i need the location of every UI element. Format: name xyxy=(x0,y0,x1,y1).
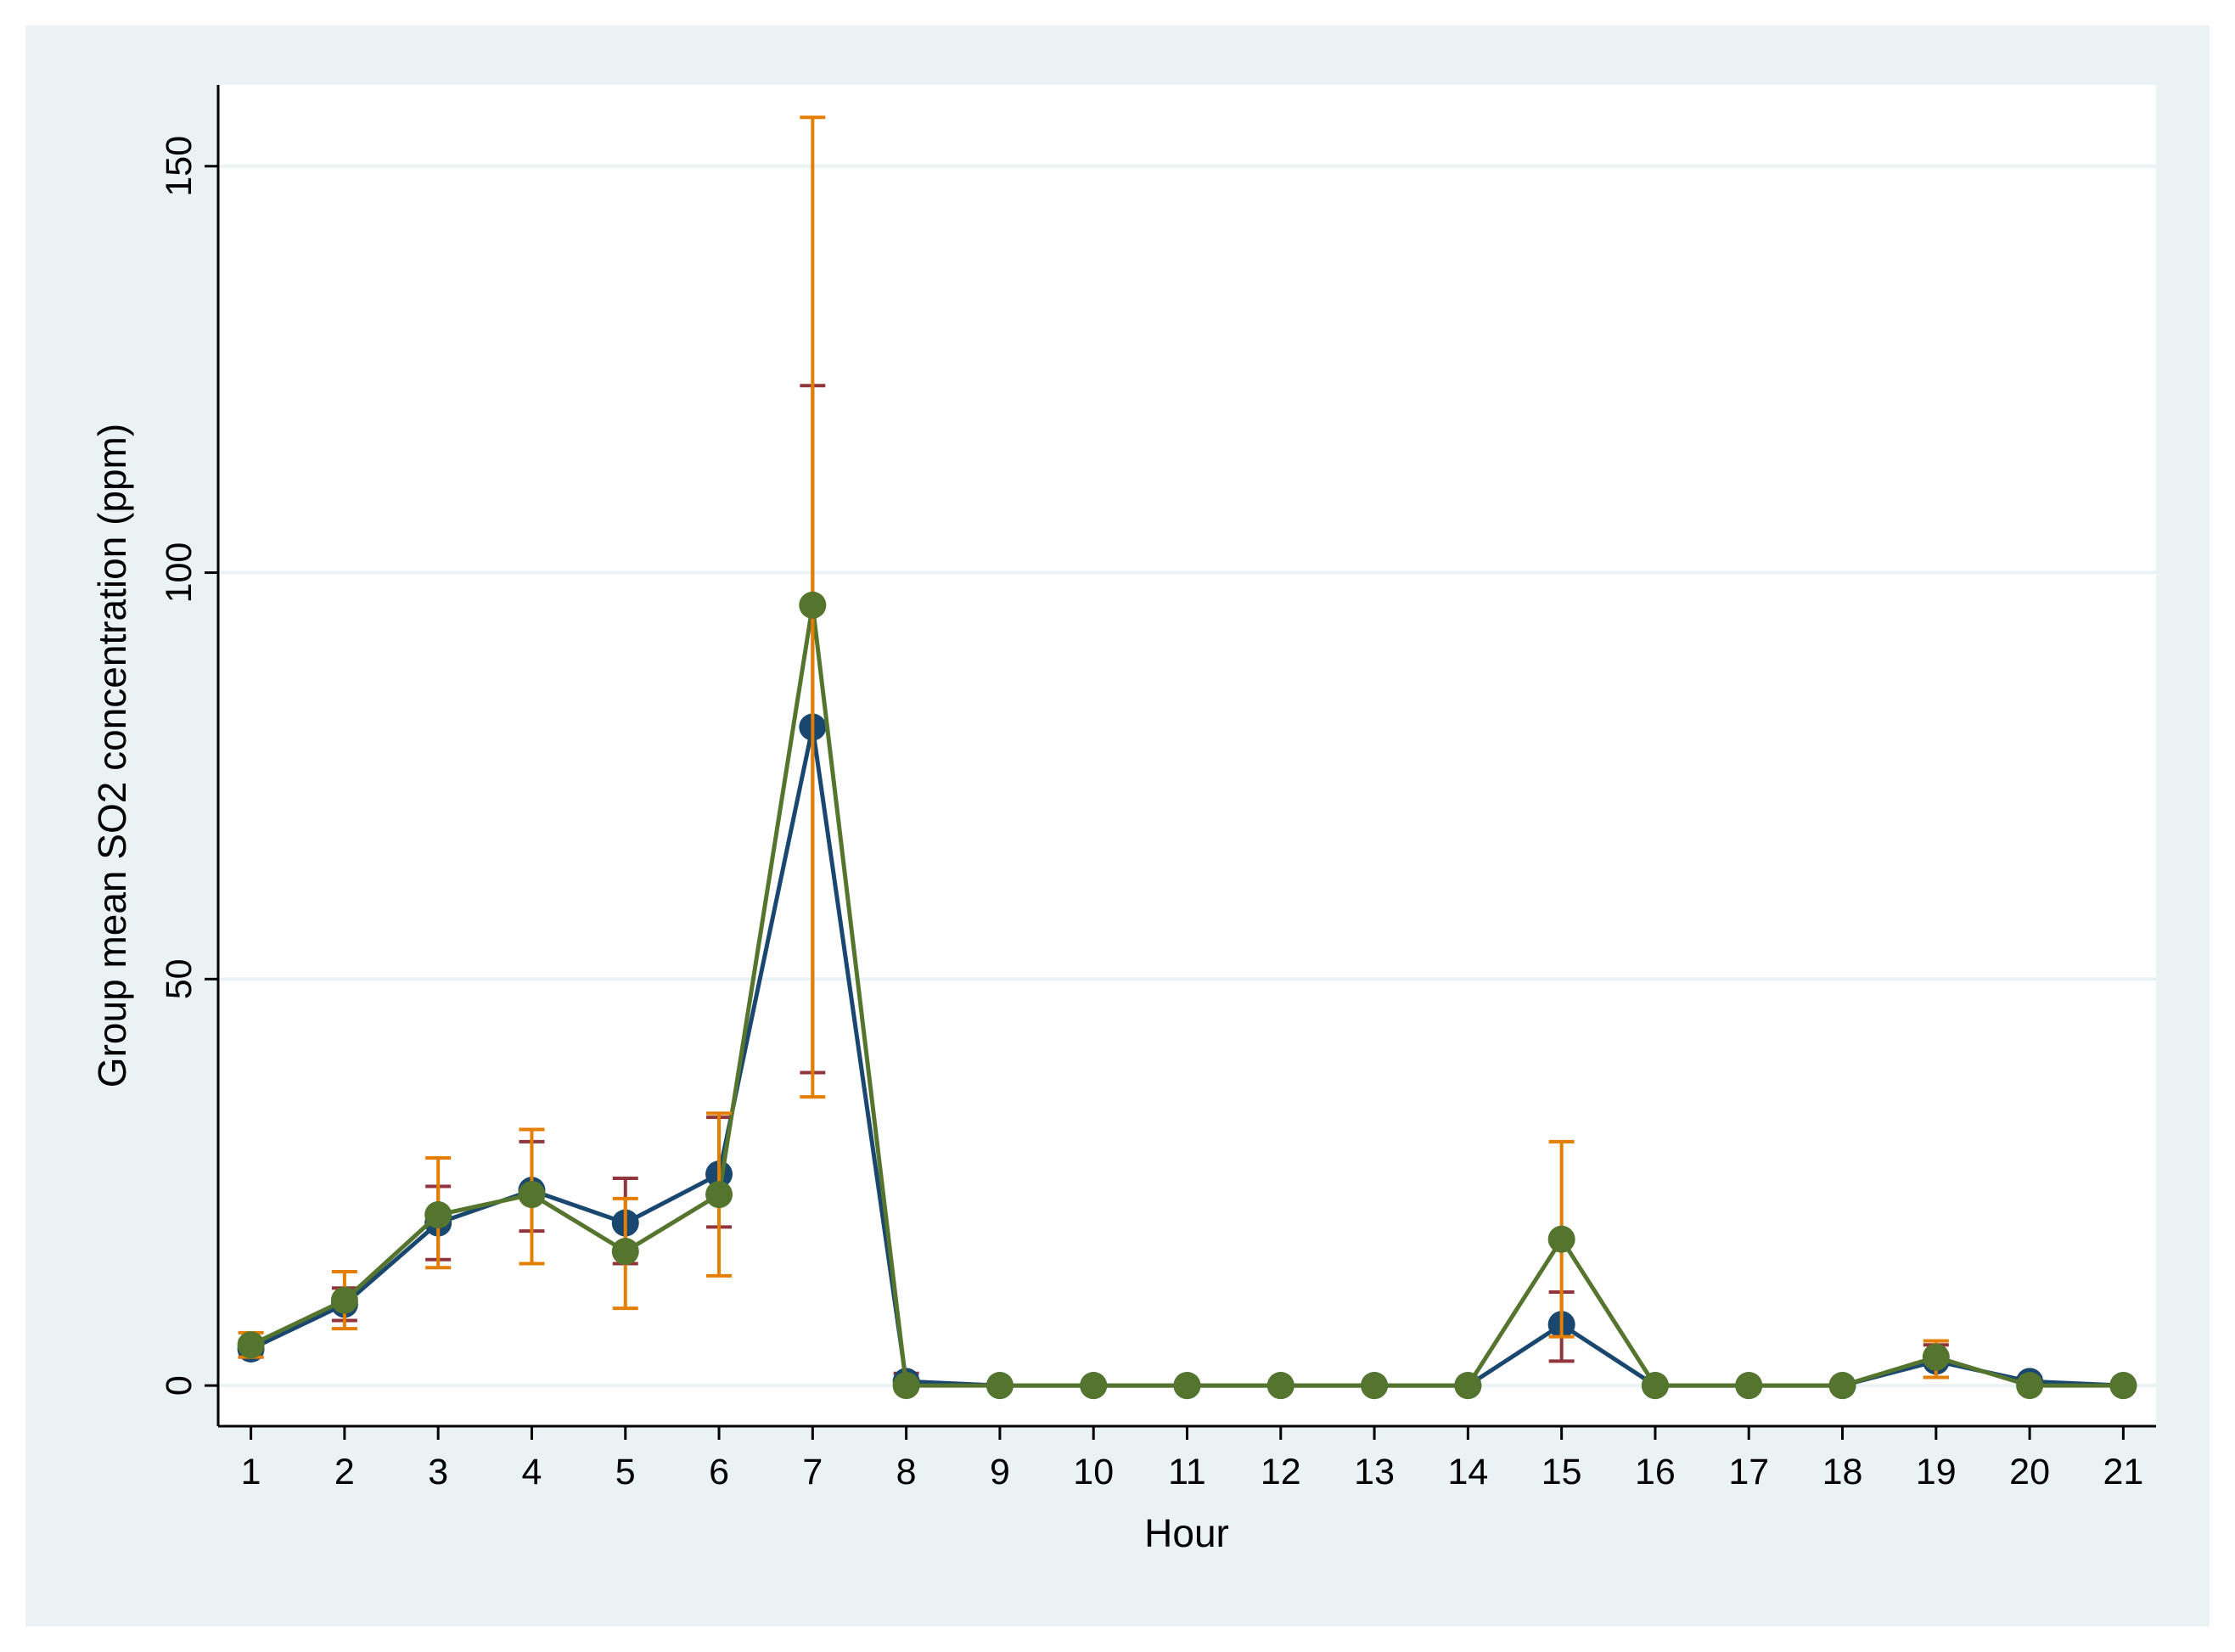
series-1-point-18 xyxy=(1828,1372,1856,1400)
x-tick-label-5: 6 xyxy=(709,1452,729,1492)
y-axis-title: Group mean SO2 concentration (ppm) xyxy=(90,424,134,1087)
series-1-point-4 xyxy=(518,1181,546,1209)
series-1-point-13 xyxy=(1361,1372,1389,1400)
x-tick-label-18: 19 xyxy=(1916,1452,1957,1492)
series-1-point-20 xyxy=(2016,1372,2044,1400)
series-1-point-19 xyxy=(1922,1343,1950,1371)
x-tick-label-9: 10 xyxy=(1073,1452,1114,1492)
x-tick-label-0: 1 xyxy=(241,1452,261,1492)
x-tick-label-12: 13 xyxy=(1354,1452,1395,1492)
series-layer xyxy=(237,115,2137,1400)
x-tick-label-7: 8 xyxy=(896,1452,917,1492)
series-1-point-3 xyxy=(424,1201,452,1229)
x-ticks: 1 2 3 4 5 6 7 8 9 10 11 12 13 14 15 16 17 18 19 20 21 xyxy=(241,1426,2143,1492)
series-1-point-9 xyxy=(986,1372,1014,1400)
series-1-point-17 xyxy=(1735,1372,1763,1400)
series-1-point-8 xyxy=(892,1372,920,1400)
series-1-point-5 xyxy=(611,1238,639,1266)
y-tick-label-1: 50 xyxy=(159,958,199,999)
x-axis-title: Hour xyxy=(1144,1511,1229,1555)
x-tick-label-10: 11 xyxy=(1168,1452,1206,1492)
x-tick-label-6: 7 xyxy=(802,1452,823,1492)
series-1-point-14 xyxy=(1454,1372,1482,1400)
y-tick-label-0: 0 xyxy=(159,1375,199,1396)
x-tick-label-15: 16 xyxy=(1635,1452,1676,1492)
x-tick-label-14: 15 xyxy=(1541,1452,1582,1492)
x-tick-label-1: 2 xyxy=(334,1452,355,1492)
x-tick-label-8: 9 xyxy=(990,1452,1010,1492)
x-tick-label-17: 18 xyxy=(1822,1452,1863,1492)
series-1-point-10 xyxy=(1080,1372,1108,1400)
x-tick-label-3: 4 xyxy=(522,1452,542,1492)
series-1-point-1 xyxy=(237,1331,265,1359)
plot-area xyxy=(218,85,2156,1426)
series-1-point-11 xyxy=(1173,1372,1201,1400)
x-tick-label-19: 20 xyxy=(2009,1452,2050,1492)
series-1-point-2 xyxy=(330,1286,358,1314)
x-tick-label-16: 17 xyxy=(1728,1452,1769,1492)
x-tick-label-20: 21 xyxy=(2103,1452,2143,1492)
series-1-point-21 xyxy=(2109,1372,2137,1400)
series-1-point-6 xyxy=(705,1181,733,1209)
series-1-point-7 xyxy=(799,591,827,619)
x-tick-label-2: 3 xyxy=(428,1452,448,1492)
series-1-point-15 xyxy=(1547,1225,1575,1253)
series-1 xyxy=(237,115,2137,1400)
series-1-point-12 xyxy=(1266,1372,1294,1400)
x-tick-label-13: 14 xyxy=(1447,1452,1488,1492)
y-ticks: 0 50 100 150 xyxy=(159,136,218,1396)
series-1-point-16 xyxy=(1641,1372,1669,1400)
y-tick-label-2: 100 xyxy=(159,542,199,604)
x-tick-label-11: 12 xyxy=(1261,1452,1301,1492)
y-tick-label-3: 150 xyxy=(159,136,199,197)
x-tick-label-4: 5 xyxy=(615,1452,636,1492)
